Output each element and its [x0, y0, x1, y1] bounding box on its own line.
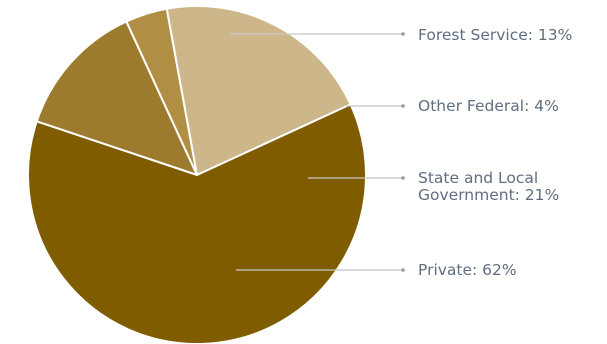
slice-label-4: Private: 62%: [418, 261, 517, 279]
slice-label-1-line-1: Forest Service: 13%: [418, 26, 572, 44]
pie-slice-3: [165, 5, 352, 177]
leader-dot-4: [401, 268, 405, 272]
leader-dot-1: [401, 32, 405, 36]
leader-dot-3: [401, 176, 405, 180]
slice-label-3-line-1: State and Local: [418, 169, 538, 187]
slice-label-2: Other Federal: 4%: [418, 97, 559, 115]
leader-dot-2: [401, 104, 405, 108]
slice-label-3-line-2: Government: 21%: [418, 186, 559, 204]
slice-label-4-line-1: Private: 62%: [418, 261, 517, 279]
pie-slices: [27, 5, 367, 344]
slice-label-1: Forest Service: 13%: [418, 26, 572, 44]
slice-labels: Forest Service: 13% Other Federal: 4% Stat…: [418, 26, 572, 279]
pie-slice-1: [35, 20, 199, 177]
slice-label-3: State and Local Government: 21%: [418, 169, 559, 204]
leader-lines: [230, 32, 405, 272]
slice-label-2-line-1: Other Federal: 4%: [418, 97, 559, 115]
